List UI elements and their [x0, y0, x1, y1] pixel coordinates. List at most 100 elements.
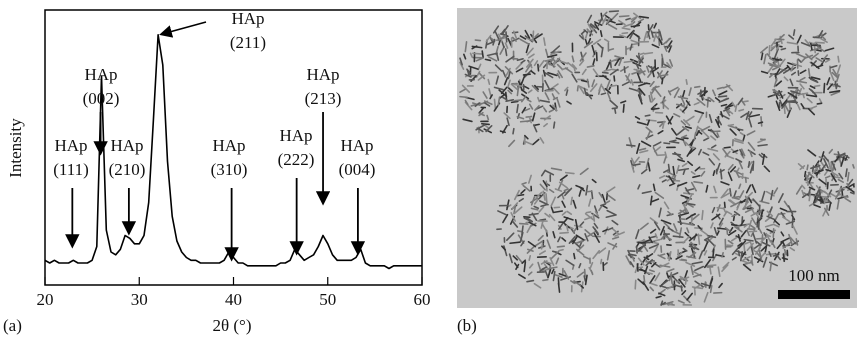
particle [684, 187, 691, 195]
x-tick-label: 50 [319, 290, 336, 309]
particle [809, 78, 819, 84]
particle [566, 100, 572, 105]
particle [690, 181, 697, 192]
particle [666, 61, 672, 69]
particle [731, 246, 740, 256]
particle [505, 99, 515, 103]
particle [526, 37, 535, 42]
particle [593, 232, 600, 243]
particle [685, 212, 696, 220]
particle [600, 203, 607, 207]
particle [801, 189, 805, 197]
particle [493, 98, 497, 110]
particle [584, 39, 588, 46]
particle [576, 85, 579, 92]
particle [723, 210, 728, 217]
particle [737, 223, 748, 227]
particle [691, 213, 700, 221]
particle [731, 196, 740, 200]
particle [647, 65, 653, 69]
particle [818, 156, 825, 160]
particle [571, 73, 578, 83]
particle [688, 147, 697, 155]
particle [609, 84, 618, 88]
particle [623, 22, 634, 28]
particle [670, 273, 673, 285]
peak-label: (004) [339, 160, 376, 179]
particle [814, 193, 820, 203]
particle [711, 213, 721, 221]
particle [592, 68, 600, 78]
particle [459, 57, 463, 66]
particle [775, 44, 780, 51]
particle [810, 164, 821, 170]
particle [709, 267, 712, 275]
particle [666, 170, 676, 177]
particle [737, 175, 750, 180]
particle [707, 238, 716, 247]
particle [563, 270, 570, 280]
particle [787, 205, 794, 215]
particle [572, 199, 577, 209]
particle [592, 250, 601, 260]
particle [497, 210, 508, 216]
peak-label: HAp [212, 136, 245, 155]
particle [693, 101, 700, 106]
particle [528, 255, 532, 261]
panel-label: (a) [3, 316, 22, 335]
particle [484, 58, 492, 62]
particle [810, 60, 817, 67]
particle [756, 208, 764, 214]
particle [533, 240, 544, 248]
particle [628, 87, 639, 92]
particle [551, 45, 561, 54]
particle [772, 90, 783, 97]
particle [795, 238, 799, 246]
particle [829, 89, 841, 94]
particle [593, 21, 603, 26]
particle [700, 170, 706, 177]
particle [567, 61, 576, 70]
particle [816, 102, 823, 105]
particle [721, 251, 724, 258]
particle [649, 275, 656, 284]
particle [696, 98, 706, 106]
particle [801, 184, 806, 190]
particle [649, 91, 654, 102]
particle [786, 64, 792, 71]
particle [840, 155, 845, 167]
particle [530, 196, 536, 206]
particle [669, 182, 676, 187]
particle [459, 95, 468, 99]
particle [769, 64, 779, 68]
particle [475, 57, 484, 62]
particle [516, 115, 525, 120]
particle [698, 250, 704, 260]
particle [497, 33, 503, 42]
particle [556, 245, 565, 248]
particle [601, 204, 608, 209]
particle [648, 24, 654, 33]
particle [764, 215, 774, 222]
particle [686, 193, 693, 204]
particle [516, 87, 520, 97]
particle [790, 64, 794, 72]
particle [715, 118, 721, 128]
particle [649, 228, 657, 234]
particle [565, 259, 575, 267]
peak-label: (111) [53, 160, 89, 179]
particle [522, 85, 530, 90]
particle [806, 164, 809, 171]
particle [646, 119, 651, 126]
particle [744, 241, 751, 245]
particle [750, 211, 758, 217]
particle [592, 38, 602, 46]
particle [662, 37, 672, 46]
particle [540, 242, 544, 250]
particle [790, 71, 797, 76]
particle [518, 222, 529, 225]
particle [670, 272, 679, 277]
particle [672, 283, 683, 288]
particle [789, 247, 796, 252]
